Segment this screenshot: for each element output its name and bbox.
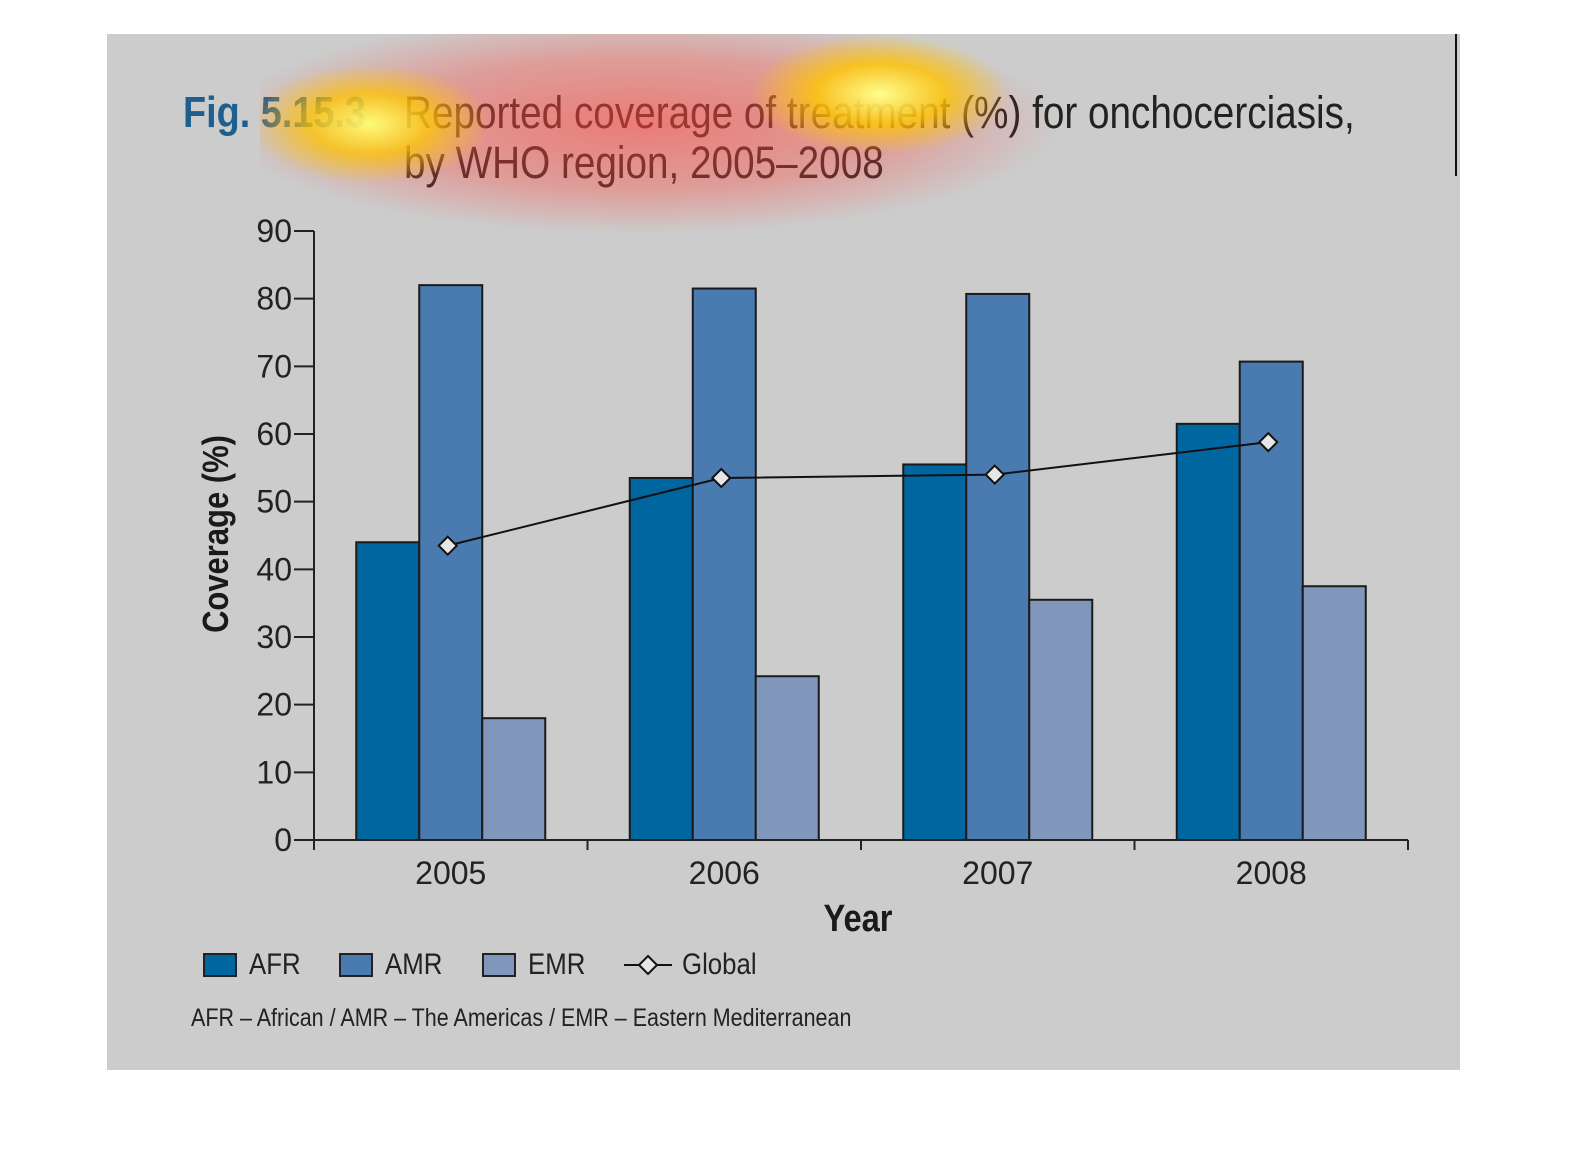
bar-afr-2005: [355, 541, 421, 841]
y-tick-label-50: 50: [256, 484, 292, 520]
legend: AFR AMR EMR Global: [203, 945, 799, 985]
y-tick-label-70: 70: [256, 348, 292, 384]
bar-afr-2006: [628, 476, 694, 841]
bar-emr-2006: [754, 675, 820, 841]
footnote: AFR – African / AMR – The Americas / EMR…: [191, 1004, 852, 1032]
y-tick-label-10: 10: [256, 754, 292, 790]
legend-swatch-emr: [481, 953, 516, 977]
legend-item-global: Global: [624, 948, 769, 982]
x-tick-label-2008: 2008: [1236, 855, 1307, 891]
legend-label-global: Global: [682, 948, 757, 981]
legend-label-emr: EMR: [527, 948, 586, 981]
legend-swatch-afr: [203, 953, 237, 977]
legend-label-afr: AFR: [249, 948, 301, 981]
page-rule: [1455, 34, 1457, 176]
bar-emr-2007: [1028, 598, 1094, 841]
x-tick-label-2006: 2006: [689, 855, 760, 891]
bar-afr-2008: [1175, 422, 1241, 841]
legend-label-amr: AMR: [385, 948, 443, 981]
legend-diamond-icon: [624, 954, 673, 976]
bar-amr-2007: [965, 292, 1031, 841]
y-tick-label-90: 90: [256, 213, 292, 249]
x-tick-label-2007: 2007: [962, 855, 1033, 891]
bar-emr-2005: [481, 717, 547, 842]
bar-amr-2008: [1238, 360, 1304, 841]
y-tick-label-80: 80: [256, 281, 292, 317]
global-point-2007: [984, 464, 1006, 486]
y-tick-label-30: 30: [256, 619, 292, 655]
bar-amr-2006: [691, 287, 757, 841]
global-point-2006: [710, 467, 732, 489]
y-tick-label-20: 20: [256, 687, 292, 723]
legend-item-emr: EMR: [481, 948, 595, 982]
global-point-2008: [1257, 431, 1279, 453]
y-tick-label-40: 40: [256, 551, 292, 587]
global-point-2005: [437, 535, 459, 557]
x-tick-label-2005: 2005: [415, 855, 486, 891]
y-tick-label-0: 0: [274, 822, 292, 858]
legend-swatch-amr: [339, 953, 373, 977]
legend-item-amr: AMR: [339, 948, 452, 982]
x-axis-label: Year: [823, 898, 893, 940]
bar-afr-2007: [902, 463, 968, 841]
global-series-line: [447, 441, 1269, 547]
bar-amr-2005: [418, 284, 484, 841]
legend-item-afr: AFR: [203, 948, 309, 982]
bar-emr-2008: [1301, 585, 1367, 841]
y-tick-label-60: 60: [256, 416, 292, 452]
